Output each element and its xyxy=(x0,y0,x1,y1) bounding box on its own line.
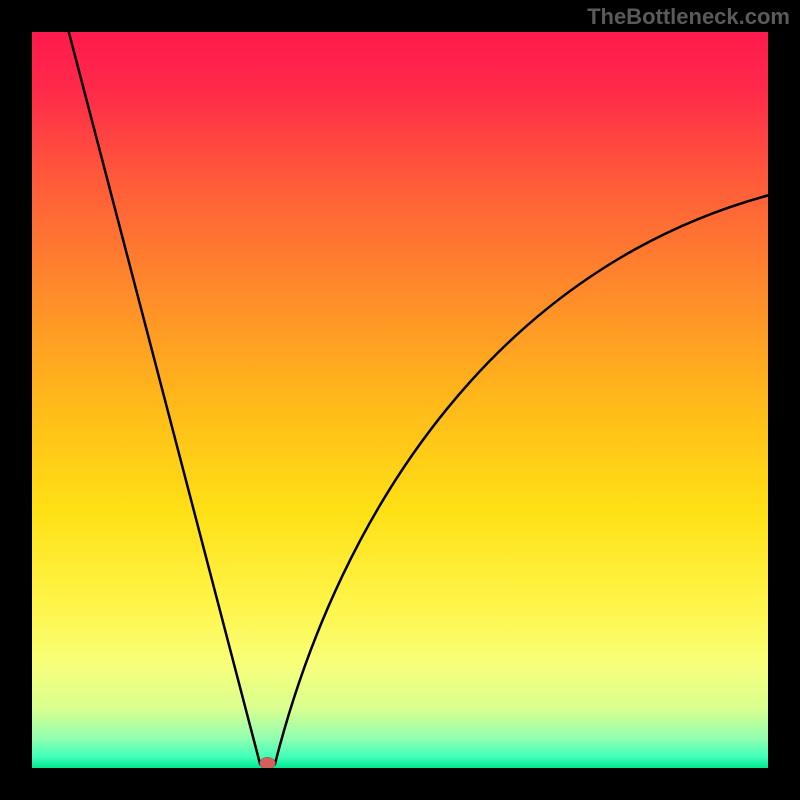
watermark-text: TheBottleneck.com xyxy=(587,4,790,30)
curve-layer xyxy=(32,32,768,768)
minimum-marker xyxy=(260,757,276,768)
plot-area xyxy=(32,32,768,768)
bottleneck-curve xyxy=(69,32,768,764)
